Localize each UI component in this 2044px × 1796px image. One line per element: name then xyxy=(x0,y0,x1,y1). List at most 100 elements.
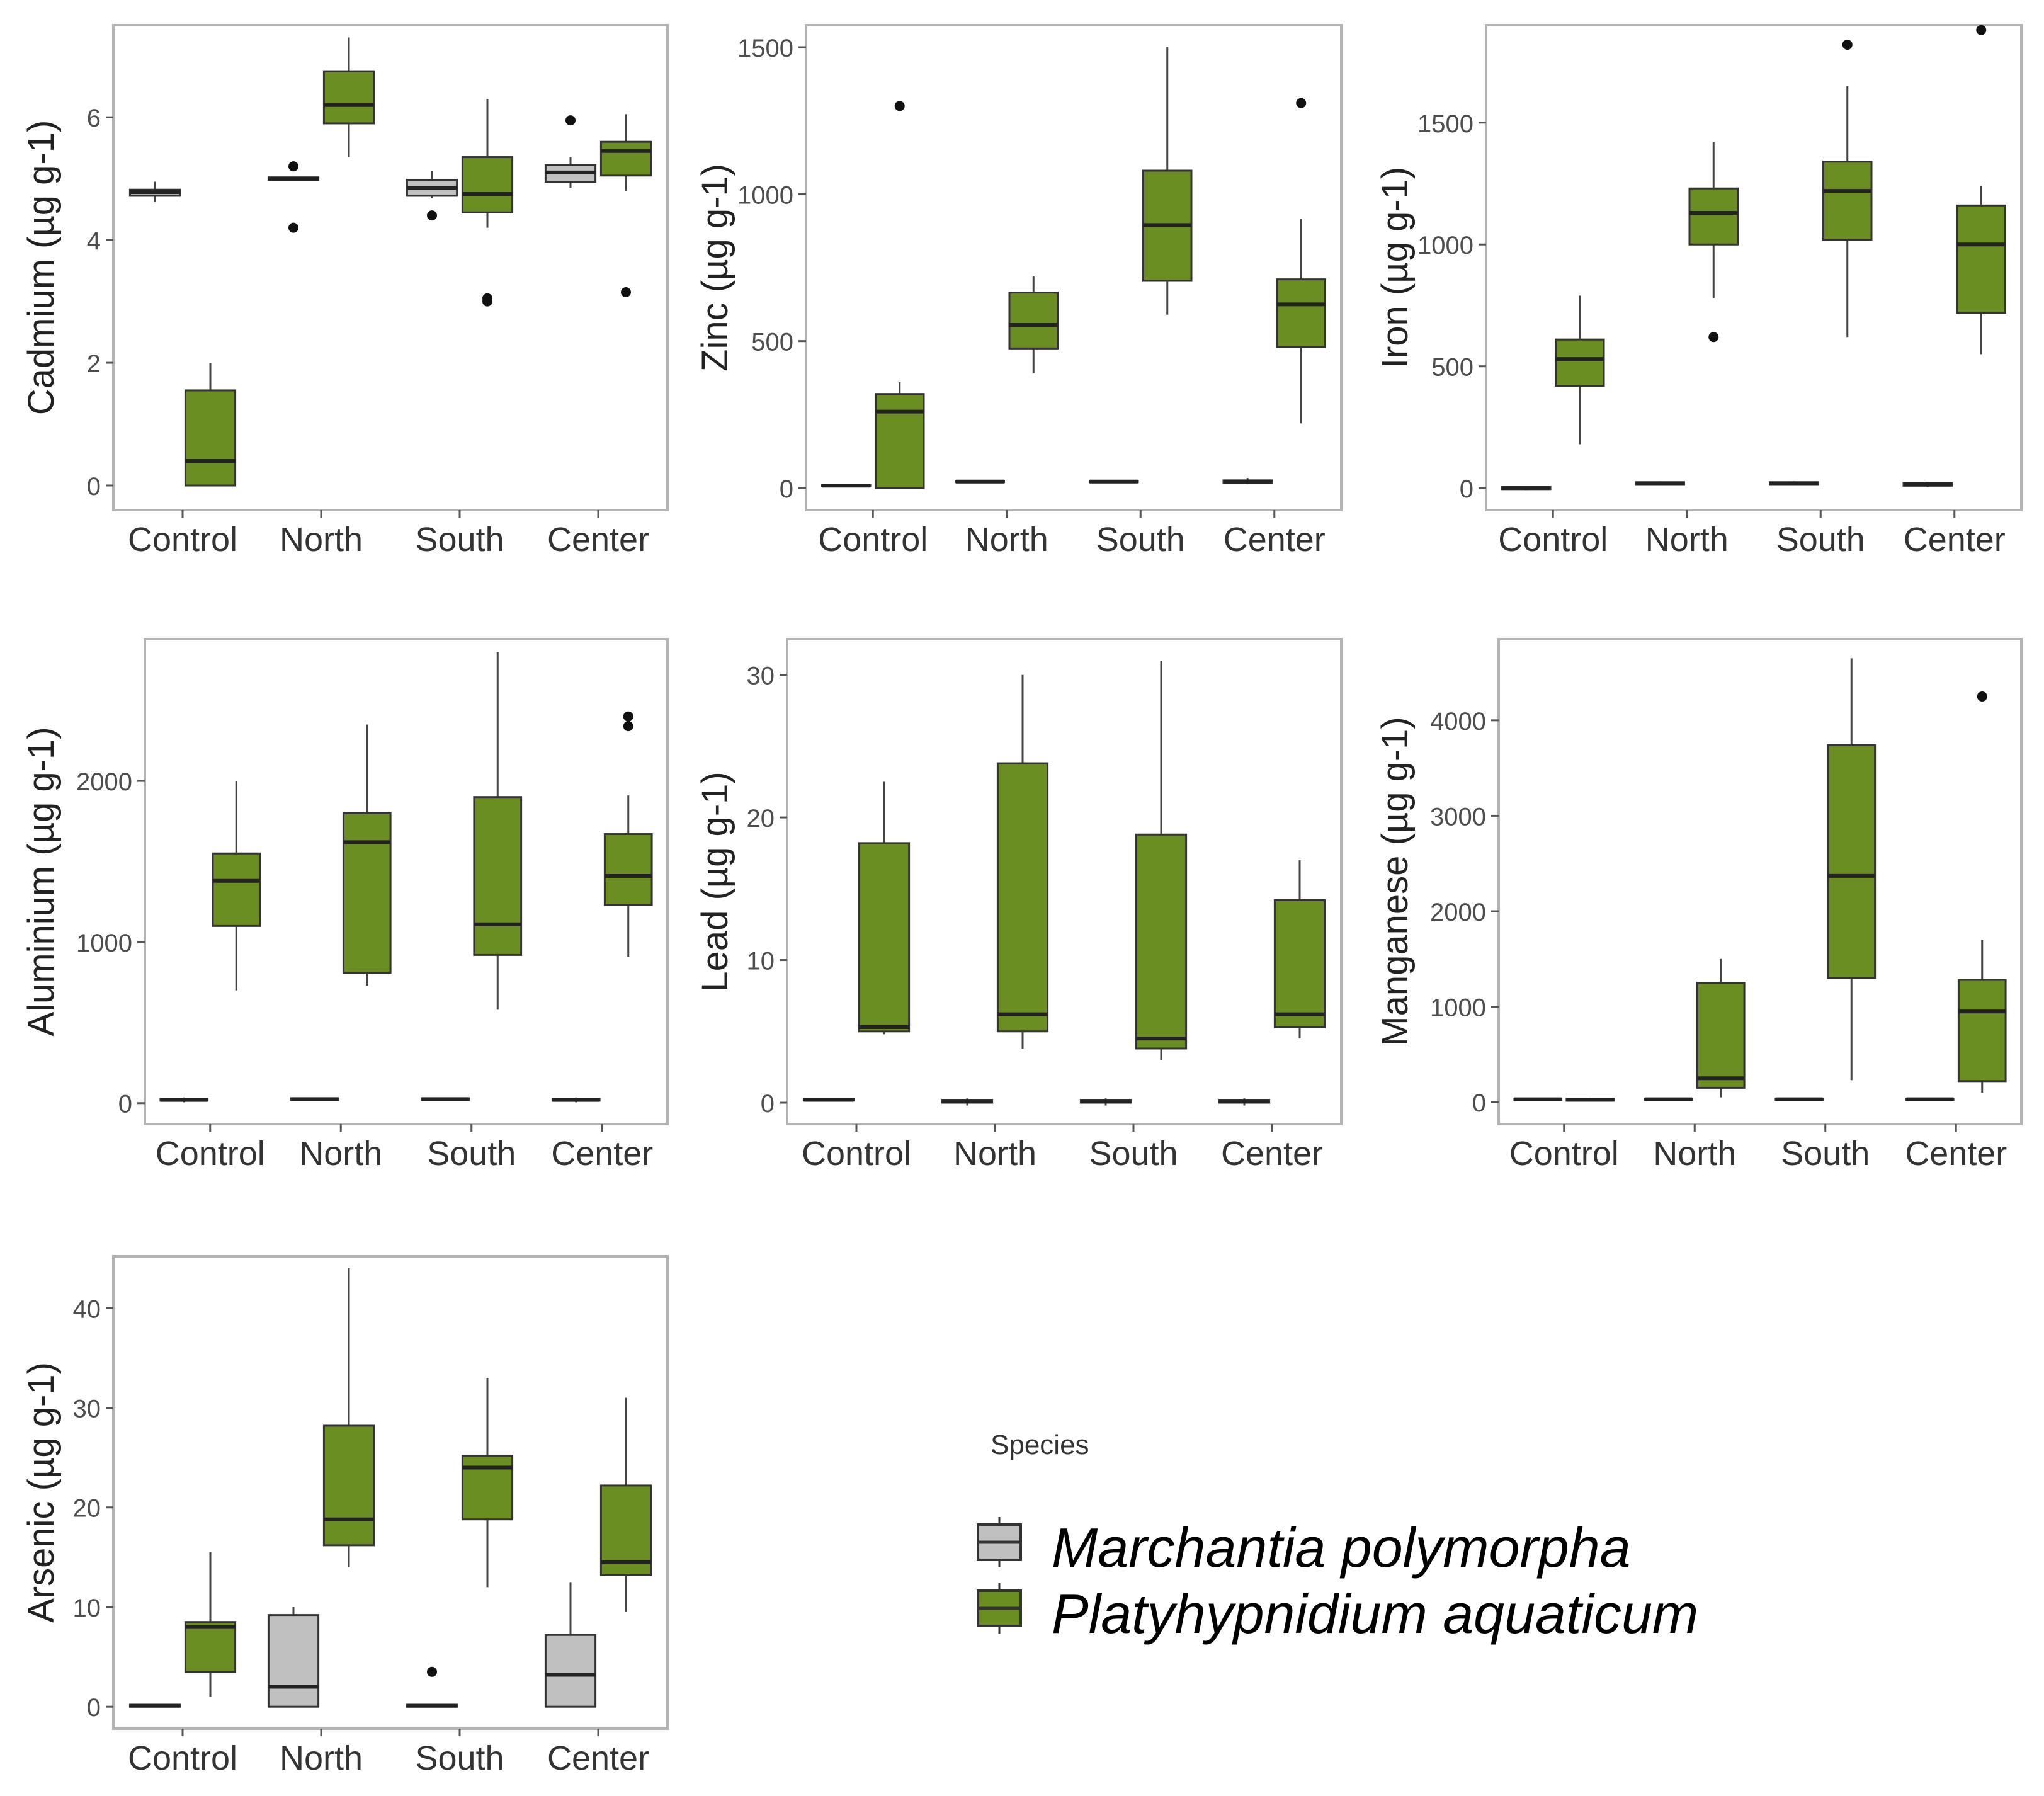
box-iqr xyxy=(1827,744,1877,979)
box-marchantia-control xyxy=(802,1098,855,1102)
y-tick-label: 40 xyxy=(73,1295,101,1323)
y-tick-label: 30 xyxy=(73,1395,101,1423)
arsenic-panel: 0 10 20 30 40 Control North South Center Arsenic … xyxy=(21,1250,680,1792)
x-tick-label-north: North xyxy=(965,521,1048,559)
legend-entry-platyhypnidium: Platyhypnidium aquaticum xyxy=(973,1574,1791,1645)
box-marchantia-south xyxy=(406,171,458,221)
x-tick-label-control: Control xyxy=(1509,1135,1619,1173)
x-tick-label-north: North xyxy=(953,1135,1036,1173)
y-tick-label: 10 xyxy=(747,948,775,975)
outlier-point xyxy=(1976,25,1987,35)
box-marchantia-control xyxy=(1501,486,1552,491)
x-tick-label-north: North xyxy=(1653,1135,1736,1173)
manganese-plot: 0 1000 2000 3000 4000 Control North South Center… xyxy=(1375,638,2023,1173)
box-marchantia-center xyxy=(544,1582,597,1708)
aluminium-y-axis-title: Aluminium (µg g-1) xyxy=(21,727,62,1036)
box-platyhypnidium-center xyxy=(1273,860,1326,1039)
box-marchantia-south xyxy=(1079,1098,1132,1106)
box-platyhypnidium-north xyxy=(1688,142,1739,343)
aluminium-panel: 0 1000 2000 Control North South Center Aluminiu… xyxy=(21,633,680,1187)
outlier-point xyxy=(427,1666,437,1677)
box-platyhypnidium-control xyxy=(858,781,911,1035)
x-tick-label-center: Center xyxy=(1221,1135,1323,1173)
x-tick-label-center: Center xyxy=(1904,521,2006,559)
box-iqr xyxy=(1135,833,1188,1050)
cadmium-y-axis-title: Cadmium (µg g-1) xyxy=(21,120,62,416)
y-tick-label: 2000 xyxy=(76,768,132,796)
x-tick-label-center: Center xyxy=(1905,1135,2007,1173)
zinc-y-axis-title: Zinc (µg g-1) xyxy=(695,164,735,372)
y-tick-label: 500 xyxy=(1431,354,1473,382)
y-tick-label: 0 xyxy=(87,1694,101,1722)
box-marchantia-north xyxy=(1644,1097,1693,1101)
box-marchantia-south xyxy=(1089,479,1139,484)
box-platyhypnidium-center xyxy=(599,114,652,297)
y-tick-label: 0 xyxy=(118,1091,132,1118)
x-tick-label-south: South xyxy=(1776,521,1865,559)
box-iqr xyxy=(1822,161,1873,241)
box-marchantia-control xyxy=(1513,1097,1563,1101)
legend-title: Species xyxy=(991,1429,1089,1460)
cadmium-panel: 0 2 4 6 Control North South Center Cadmium (µg g… xyxy=(21,19,680,573)
outlier-point xyxy=(427,210,437,221)
x-tick-label-control: Control xyxy=(128,1739,237,1777)
x-tick-label-north: North xyxy=(280,521,363,559)
y-tick-label: 10 xyxy=(73,1594,101,1622)
box-iqr xyxy=(184,1621,237,1673)
lead-y-axis-title: Lead (µg g-1) xyxy=(695,771,735,991)
box-marchantia-north xyxy=(941,1098,994,1106)
outlier-point xyxy=(288,161,298,172)
legend-label-platyhypnidium: Platyhypnidium aquaticum xyxy=(1052,1583,1699,1645)
y-tick-label: 0 xyxy=(1460,475,1473,503)
y-tick-label: 0 xyxy=(761,1090,775,1118)
x-tick-label-control: Control xyxy=(1498,521,1608,559)
zinc-panel: 0 500 1000 1500 Control North South Center Zinc … xyxy=(695,19,1354,573)
arsenic-plot: 0 10 20 30 40 Control North South Center Arsenic … xyxy=(21,1255,669,1777)
box-marchantia-center xyxy=(1222,478,1273,484)
box-iqr xyxy=(1957,979,2007,1083)
box-iqr xyxy=(267,1614,320,1708)
box-platyhypnidium-north xyxy=(996,674,1049,1049)
box-platyhypnidium-south xyxy=(1822,39,1873,338)
outlier-point xyxy=(288,222,298,233)
outlier-point xyxy=(1842,39,1853,50)
box-iqr xyxy=(212,852,261,927)
box-platyhypnidium-south xyxy=(1827,658,1877,1081)
box-marchantia-center xyxy=(551,1097,601,1103)
box-iqr xyxy=(342,812,392,974)
x-tick-label-south: South xyxy=(415,1739,504,1777)
y-tick-label: 20 xyxy=(747,805,775,833)
box-platyhypnidium-control xyxy=(184,1552,237,1697)
x-tick-label-center: Center xyxy=(1224,521,1326,559)
box-platyhypnidium-center xyxy=(1276,98,1326,424)
box-platyhypnidium-control xyxy=(212,781,261,991)
y-tick-label: 1000 xyxy=(76,929,132,957)
zinc-plot: 0 500 1000 1500 Control North South Center Zinc … xyxy=(695,24,1343,559)
box-marchantia-center xyxy=(1902,482,1953,487)
outlier-point xyxy=(1296,98,1307,108)
box-platyhypnidium-center xyxy=(1956,25,2006,355)
x-tick-label-south: South xyxy=(427,1135,516,1173)
box-iqr xyxy=(603,833,653,906)
box-platyhypnidium-south xyxy=(473,652,523,1010)
box-iqr xyxy=(461,156,514,213)
box-marchantia-south xyxy=(406,1666,458,1708)
y-tick-label: 1500 xyxy=(1417,110,1473,138)
box-iqr xyxy=(875,393,925,489)
x-tick-label-center: Center xyxy=(547,521,649,559)
box-iqr xyxy=(473,796,523,956)
x-tick-label-north: North xyxy=(280,1739,363,1777)
box-marchantia-south xyxy=(421,1097,470,1101)
box-iqr xyxy=(1696,982,1746,1089)
box-platyhypnidium-south xyxy=(1135,660,1188,1060)
x-tick-label-center: Center xyxy=(551,1135,653,1173)
box-platyhypnidium-north xyxy=(342,724,392,986)
box-marchantia-north xyxy=(955,479,1005,484)
y-tick-label: 3000 xyxy=(1430,803,1486,831)
x-tick-label-north: North xyxy=(1645,521,1729,559)
box-marchantia-control xyxy=(821,484,872,488)
y-tick-label: 1500 xyxy=(737,35,793,62)
legend: Species Marchantia polymorpha Platyhypni… xyxy=(973,1429,1791,1645)
cadmium-plot: 0 2 4 6 Control North South Center Cadmium (µg g… xyxy=(21,24,669,559)
